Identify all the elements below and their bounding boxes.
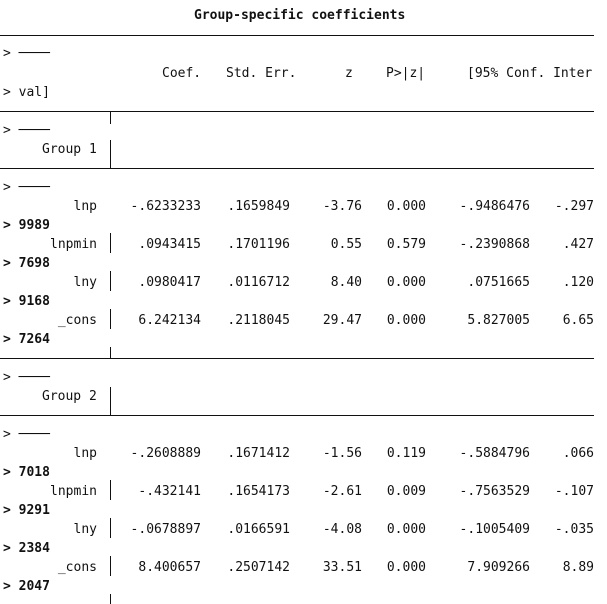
group-rule (0, 358, 594, 359)
cell-se: .1654173 (227, 484, 290, 499)
cell-coef: 8.400657 (138, 560, 201, 575)
top-rule (0, 35, 594, 36)
cell-coef: -.2608889 (130, 446, 201, 461)
col-header-ci: [95% Conf. Inter (467, 66, 593, 81)
cell-ci-high: -.035 (554, 522, 594, 537)
row-name: lnp (73, 446, 97, 461)
cell-z: -3.76 (322, 199, 362, 214)
cell-p: 0.009 (386, 484, 426, 499)
cell-se: .1659849 (227, 199, 290, 214)
col-header-se: Std. Err. (226, 66, 297, 81)
row-name: lny (73, 522, 97, 537)
column-divider (110, 271, 111, 291)
cell-coef: 6.242134 (138, 313, 201, 328)
column-divider (110, 140, 111, 168)
cell-se: .2118045 (227, 313, 290, 328)
cell-ci-high: .066 (562, 446, 594, 461)
cell-ci-low: .0751665 (467, 275, 530, 290)
wrap-continuation: > 7018 (3, 465, 50, 480)
row-name: lnpmin (50, 237, 97, 252)
cell-coef: .0943415 (138, 237, 201, 252)
group-label: Group 1 (42, 142, 97, 157)
cell-p: 0.000 (386, 199, 426, 214)
wrap-continuation: > 2047 (3, 579, 50, 594)
wrap-continuation: > 9989 (3, 218, 50, 233)
cell-z: 0.55 (330, 237, 362, 252)
cell-ci-low: -.2390868 (459, 237, 530, 252)
col-header-z: z (345, 66, 353, 81)
cell-ci-high: .427 (562, 237, 594, 252)
wrap-continuation: > val] (3, 85, 50, 100)
row-name: lnp (73, 199, 97, 214)
wrap-continuation: > 7698 (3, 256, 50, 271)
cell-ci-high: .120 (562, 275, 594, 290)
cell-ci-high: -.107 (554, 484, 594, 499)
cell-p: 0.000 (386, 522, 426, 537)
cell-p: 0.579 (386, 237, 426, 252)
cell-ci-low: -.5884796 (459, 446, 530, 461)
cell-ci-high: 6.65 (562, 313, 594, 328)
cell-se: .0166591 (227, 522, 290, 537)
cell-p: 0.000 (386, 275, 426, 290)
cell-coef: -.6233233 (130, 199, 201, 214)
column-divider (110, 309, 111, 329)
cell-z: -2.61 (322, 484, 362, 499)
column-divider (110, 387, 111, 415)
cell-p: 0.000 (386, 560, 426, 575)
cell-ci-high: -.297 (554, 199, 594, 214)
col-header-coef: Coef. (162, 66, 202, 81)
group-rule (0, 415, 594, 416)
wrap-marker: > ──── (3, 180, 50, 195)
cell-coef: -.0678897 (130, 522, 201, 537)
wrap-continuation: > 2384 (3, 541, 50, 556)
wrap-continuation: > 9168 (3, 294, 50, 309)
cell-coef: .0980417 (138, 275, 201, 290)
group-label: Group 2 (42, 389, 97, 404)
row-name: _cons (57, 560, 97, 575)
wrap-continuation: > 9291 (3, 503, 50, 518)
cell-p: 0.119 (386, 446, 426, 461)
column-divider (110, 556, 111, 576)
row-name: lnpmin (50, 484, 97, 499)
column-divider (110, 347, 111, 358)
wrap-marker: > ──── (3, 46, 50, 61)
cell-z: 8.40 (330, 275, 362, 290)
cell-ci-low: 5.827005 (467, 313, 530, 328)
cell-z: 29.47 (322, 313, 362, 328)
cell-ci-low: -.9486476 (459, 199, 530, 214)
column-divider (110, 594, 111, 604)
cell-ci-low: -.7563529 (459, 484, 530, 499)
header-rule (0, 111, 594, 112)
row-name: _cons (57, 313, 97, 328)
cell-se: .1701196 (227, 237, 290, 252)
cell-se: .0116712 (227, 275, 290, 290)
cell-ci-low: -.1005409 (459, 522, 530, 537)
cell-ci-high: 8.89 (562, 560, 594, 575)
cell-p: 0.000 (386, 313, 426, 328)
cell-se: .1671412 (227, 446, 290, 461)
wrap-marker: > ──── (3, 427, 50, 442)
cell-z: -1.56 (322, 446, 362, 461)
cell-se: .2507142 (227, 560, 290, 575)
row-name: lny (73, 275, 97, 290)
wrap-marker: > ──── (3, 370, 50, 385)
column-divider (110, 111, 111, 124)
table-title: Group-specific coefficients (194, 8, 406, 23)
column-divider (110, 518, 111, 538)
wrap-marker: > ──── (3, 123, 50, 138)
column-divider (110, 480, 111, 500)
group-rule (0, 168, 594, 169)
column-divider (110, 233, 111, 253)
cell-ci-low: 7.909266 (467, 560, 530, 575)
col-header-p: P>|z| (386, 66, 426, 81)
cell-z: -4.08 (322, 522, 362, 537)
wrap-continuation: > 7264 (3, 332, 50, 347)
cell-coef: -.432141 (138, 484, 201, 499)
cell-z: 33.51 (322, 560, 362, 575)
